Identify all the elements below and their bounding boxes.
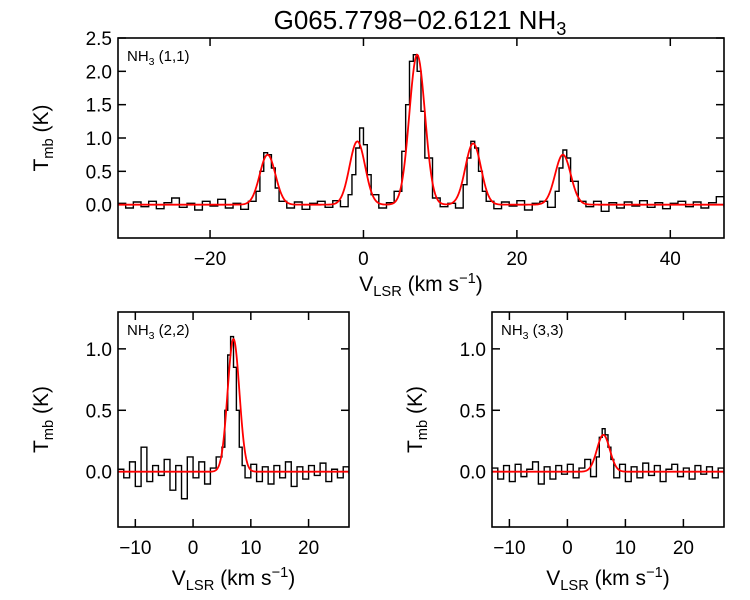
y-tick-label: 0.0	[86, 463, 112, 484]
y-tick-label: 0.5	[460, 401, 486, 422]
x-tick-label: 0	[358, 249, 369, 270]
y-tick-label: 0.5	[86, 401, 112, 422]
axis-ticks	[492, 312, 724, 527]
chart-panel-nh3-22: −10 0 10 20 0.0 0.5 1.0 NH3 (2,2) VLSR (km s−1) T…	[30, 311, 350, 594]
y-tick-label: 0.5	[86, 162, 112, 183]
x-tick-label: 0	[188, 538, 199, 559]
plot-frame	[117, 311, 350, 528]
chart-panel-nh3-33: −10 0 10 20 0.0 0.5 1.0 NH3 (3,3) VLSR (km s−1) T…	[404, 311, 725, 594]
x-tick-label: 0	[562, 538, 573, 559]
x-axis-label: VLSR (km s−1)	[172, 565, 296, 594]
x-tick-label: 20	[673, 538, 694, 559]
y-tick-label: 0.0	[460, 463, 486, 484]
x-axis-label: VLSR (km s−1)	[359, 271, 483, 300]
plot-frame	[491, 311, 725, 528]
x-tick-label: −10	[493, 538, 525, 559]
y-tick-label: 2.0	[86, 62, 112, 83]
x-tick-label: 10	[615, 538, 636, 559]
y-tick-label: 0.0	[86, 196, 112, 217]
x-tick-label: −20	[194, 249, 226, 270]
y-tick-label: 1.0	[86, 129, 112, 150]
figure-title: G065.7798−02.6121 NH3	[274, 5, 567, 39]
observed-spectrum-line	[118, 335, 349, 500]
y-axis-label: Tmb (K)	[30, 386, 57, 453]
x-tick-label: 20	[506, 249, 527, 270]
chart-panel-nh3-11: −20 0 20 40 0.0 0.5 1.0 1.5 2.0 2.5 NH3 (1,1) VLSR …	[30, 29, 725, 300]
x-tick-label: −10	[119, 538, 151, 559]
y-tick-label: 2.5	[86, 29, 112, 50]
x-tick-label: 40	[660, 249, 681, 270]
y-tick-label: 1.5	[86, 96, 112, 117]
observed-spectrum-line	[492, 428, 724, 485]
y-tick-label: 1.0	[86, 340, 112, 361]
gaussian-fit-line	[118, 53, 724, 206]
y-axis-label: Tmb (K)	[30, 104, 57, 171]
gaussian-fit-line	[492, 433, 724, 473]
x-tick-label: 10	[240, 538, 261, 559]
gaussian-fit-line	[118, 337, 349, 473]
panel-label: NH3 (2,2)	[127, 322, 190, 342]
panel-label: NH3 (3,3)	[501, 322, 564, 342]
x-axis-label: VLSR (km s−1)	[546, 565, 670, 594]
plot-frame	[117, 37, 725, 239]
panel-label: NH3 (1,1)	[127, 48, 190, 68]
y-tick-label: 1.0	[460, 340, 486, 361]
axis-ticks	[118, 37, 724, 238]
x-tick-label: 20	[298, 538, 319, 559]
y-axis-label: Tmb (K)	[404, 386, 431, 453]
